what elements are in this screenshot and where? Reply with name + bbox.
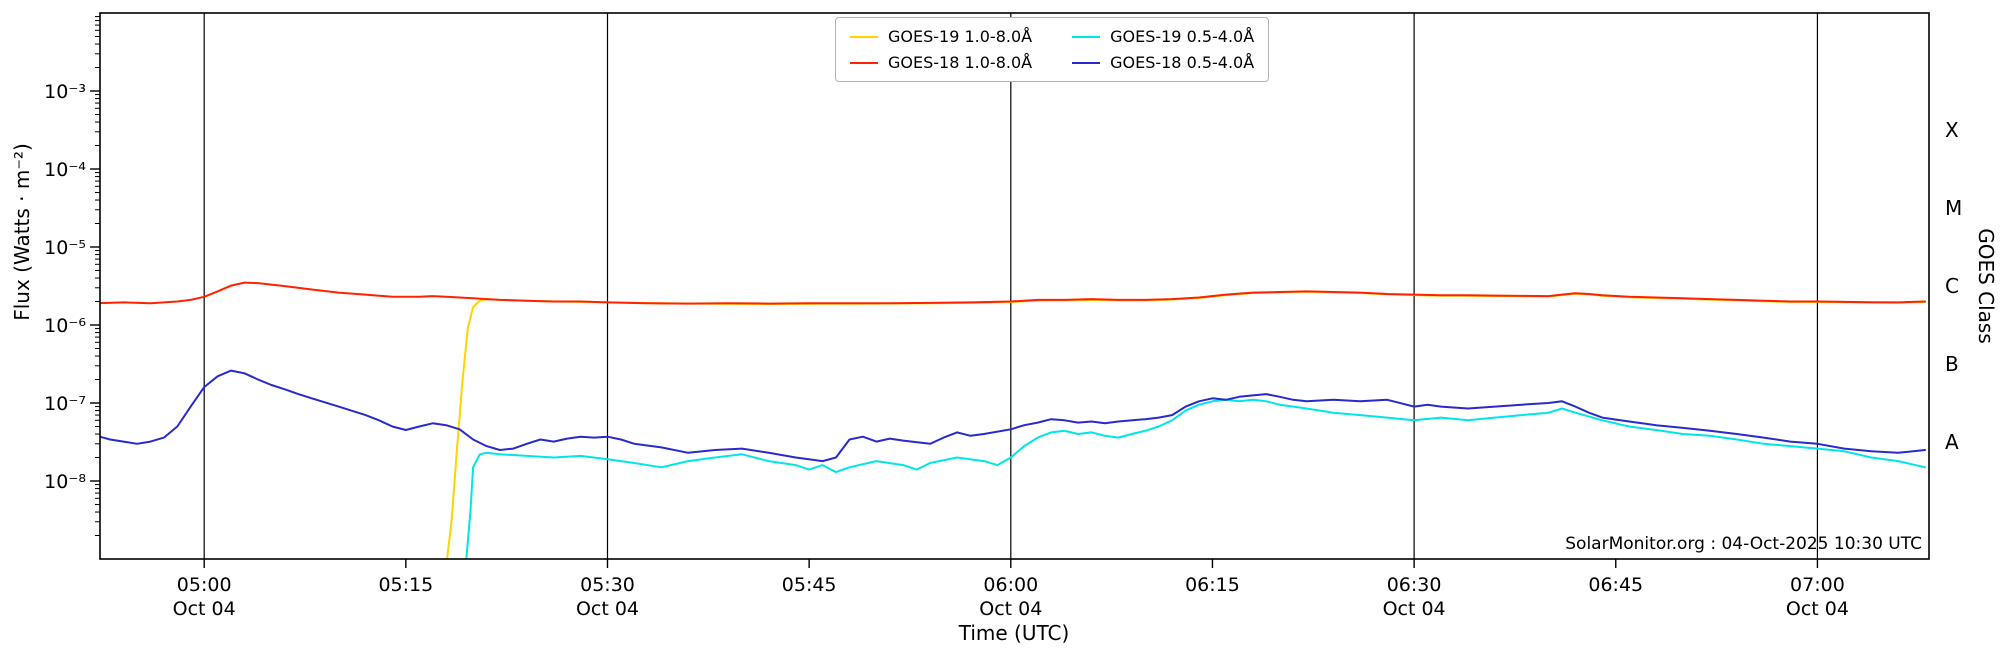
y-tick-label: 10⁻⁴	[44, 159, 86, 181]
watermark-text: SolarMonitor.org : 04-Oct-2025 10:30 UTC	[1565, 534, 1922, 554]
legend-item-goes18-long: GOES-18 1.0-8.0Å	[850, 53, 1032, 72]
legend-item-goes19-short: GOES-19 0.5-4.0Å	[1072, 27, 1254, 46]
x-tick-label: 05:45	[782, 574, 837, 596]
x-tick-sublabel: Oct 04	[1383, 598, 1446, 620]
x-tick-label: 05:15	[378, 574, 433, 596]
x-tick-label: 06:15	[1185, 574, 1240, 596]
series-lines	[100, 281, 1926, 559]
legend-item-goes19-long: GOES-19 1.0-8.0Å	[850, 27, 1032, 46]
x-tick-label: 05:30	[580, 574, 635, 596]
legend-swatch-goes19-short-icon	[1072, 35, 1101, 38]
y-tick-label: 10⁻⁶	[44, 315, 86, 337]
legend-item-goes18-short: GOES-18 0.5-4.0Å	[1072, 53, 1254, 72]
y-tick-label: 10⁻³	[44, 81, 86, 103]
goes-class-letter-b: B	[1945, 352, 1959, 376]
x-tick-label: 07:00	[1790, 574, 1845, 596]
legend-swatch-goes19-long-icon	[850, 35, 878, 38]
legend-swatch-goes18-long-icon	[850, 61, 878, 64]
x-tick-label: 05:00	[177, 574, 232, 596]
x-tick-sublabel: Oct 04	[173, 598, 236, 620]
legend-label-goes18-short: GOES-18 0.5-4.0Å	[1110, 53, 1255, 72]
y-axis-ticks: 10⁻³ 10⁻⁴ 10⁻⁵ 10⁻⁶ 10⁻⁷ 10⁻⁸	[44, 16, 100, 537]
goes-class-letter-m: M	[1945, 196, 1962, 220]
x-tick-sublabel: Oct 04	[576, 598, 639, 620]
legend-label-goes18-long: GOES-18 1.0-8.0Å	[888, 53, 1033, 72]
series-line-goes-18-0-5-4-0-	[100, 369, 1926, 463]
goes-class-letter-a: A	[1945, 430, 1959, 454]
x-tick-label: 06:00	[983, 574, 1038, 596]
x-tick-label: 06:45	[1588, 574, 1643, 596]
series-line-goes-18-1-0-8-0-	[100, 281, 1926, 305]
goes-class-letter-x: X	[1945, 118, 1959, 142]
right-axis-title: GOES Class	[1974, 228, 1998, 344]
x-tick-label: 06:30	[1387, 574, 1442, 596]
x-tick-sublabel: Oct 04	[1786, 598, 1849, 620]
y-axis-title: Flux (Watts · m⁻²)	[10, 143, 34, 321]
x-tick-sublabel: Oct 04	[979, 598, 1042, 620]
y-tick-label: 10⁻⁷	[44, 393, 86, 415]
goes-class-letters: X M C B A	[1945, 118, 1962, 454]
legend-label-goes19-long: GOES-19 1.0-8.0Å	[888, 27, 1033, 46]
gridlines	[203, 13, 1819, 559]
x-axis-title: Time (UTC)	[958, 621, 1070, 645]
series-line-goes-19-0-5-4-0-	[465, 398, 1926, 559]
legend-swatch-goes18-short-icon	[1072, 61, 1101, 64]
plot-border	[99, 12, 1930, 560]
legend: GOES-19 1.0-8.0Å GOES-18 1.0-8.0Å GOES-1…	[835, 17, 1270, 82]
y-tick-label: 10⁻⁵	[44, 237, 86, 259]
y-tick-label: 10⁻⁸	[44, 471, 86, 493]
legend-label-goes19-short: GOES-19 0.5-4.0Å	[1110, 27, 1255, 46]
goes-class-letter-c: C	[1945, 274, 1959, 298]
